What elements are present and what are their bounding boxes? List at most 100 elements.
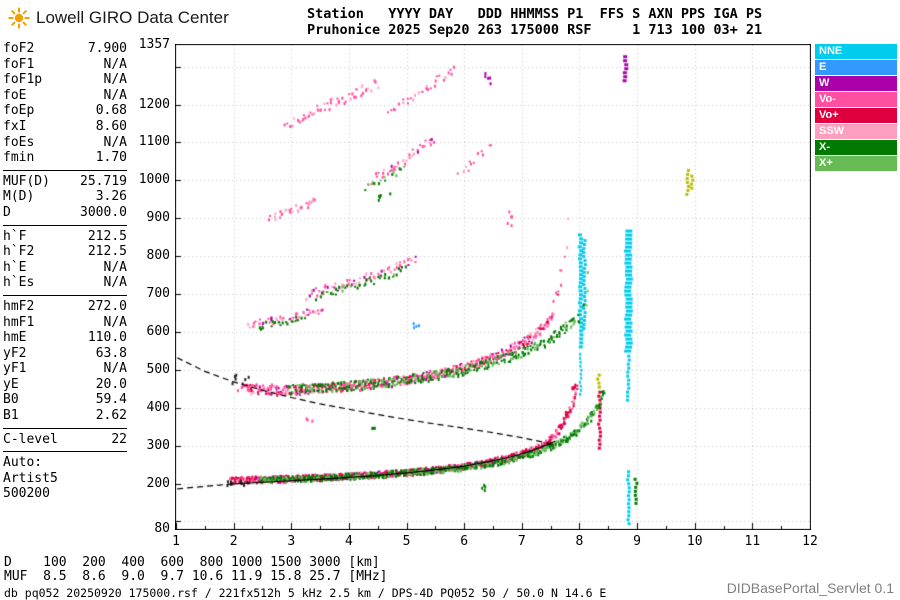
param-label: M(D) [3, 189, 35, 205]
param-value: N/A [103, 87, 127, 103]
param-value: 20.0 [95, 376, 127, 392]
param-row: hmF1 N/A [3, 315, 127, 331]
giro-sun-icon [8, 7, 30, 29]
param-row: yE 20.0 [3, 377, 127, 393]
param-value: N/A [103, 134, 127, 150]
param-label: hmF1 [3, 314, 35, 330]
param-value: 8.60 [95, 118, 127, 134]
legend-item-vo: Vo+ [815, 108, 897, 123]
param-label: B0 [3, 392, 19, 408]
param-value: 2.62 [95, 408, 127, 424]
param-label: fmin [3, 150, 35, 166]
legend-item-nne: NNE [815, 44, 897, 59]
param-row: MUF(D) 25.719 [3, 174, 127, 190]
param-row: fmin 1.70 [3, 150, 127, 166]
param-value: 22 [111, 431, 127, 447]
param-value: N/A [103, 275, 127, 291]
param-label: D [3, 204, 11, 220]
param-value: 0.68 [95, 103, 127, 119]
legend-item-x: X+ [815, 156, 897, 171]
station-header-line1: Station YYYY DAY DDD HHMMSS P1 FFS S AXN… [307, 6, 763, 22]
x-axis-tick-label: 5 [402, 534, 411, 549]
param-label: foF2 [3, 41, 35, 56]
param-value: 3.26 [95, 189, 127, 205]
x-axis-tick-label: 10 [686, 534, 703, 549]
param-row: h`Es N/A [3, 275, 127, 291]
param-value: 212.5 [87, 228, 127, 244]
param-value: N/A [103, 72, 127, 88]
param-row: D 3000.0 [3, 205, 127, 221]
param-label: h`F [3, 228, 27, 244]
y-axis-tick-label: 400 [146, 399, 170, 415]
y-axis-tick-label: 200 [146, 475, 170, 491]
x-axis-tick-label: 12 [802, 534, 818, 549]
auto-row: Auto: [3, 455, 43, 471]
param-row: foF1p N/A [3, 72, 127, 88]
param-separator [3, 427, 127, 429]
x-axis-tick-label: 8 [575, 534, 584, 549]
param-label: fxI [3, 118, 27, 134]
param-label: h`Es [3, 275, 35, 291]
param-label: hmF2 [3, 298, 35, 314]
muf-table: MUF 8.5 8.6 9.0 9.7 10.6 11.9 15.8 25.7 … [4, 569, 388, 584]
param-row: M(D) 3.26 [3, 189, 127, 205]
legend-item-e: E [815, 60, 897, 75]
param-label: B1 [3, 408, 19, 424]
legend-item-w: W [815, 76, 897, 91]
x-axis-tick-label: 1 [172, 534, 180, 549]
x-axis-tick-label: 9 [633, 534, 641, 549]
y-axis-tick-label: 800 [146, 248, 170, 264]
param-row: foEp 0.68 [3, 103, 127, 119]
ionogram-canvas [175, 44, 811, 530]
auto-row: 500200 [3, 486, 50, 502]
x-axis-tick-label: 11 [744, 534, 761, 549]
x-axis-tick-label: 3 [287, 534, 296, 549]
y-axis-tick-label: 1100 [138, 134, 170, 150]
param-value: 59.4 [95, 392, 127, 408]
param-separator [3, 224, 127, 226]
distance-table: D 100 200 400 600 800 1000 1500 3000 [km… [4, 555, 380, 570]
param-label: foF1 [3, 56, 35, 72]
param-value: 3000.0 [80, 204, 127, 220]
param-label: yF2 [3, 345, 27, 361]
param-label: foF1p [3, 72, 43, 88]
x-axis-tick-label: 4 [344, 534, 353, 549]
param-row: hmE 110.0 [3, 330, 127, 346]
param-label: h`F2 [3, 244, 35, 260]
param-row: C-level 22 [3, 432, 127, 448]
ionogram-plot [175, 44, 811, 530]
param-row: h`E N/A [3, 260, 127, 276]
param-separator [3, 294, 127, 296]
param-row: B0 59.4 [3, 392, 127, 408]
legend-item-vo: Vo- [815, 92, 897, 107]
y-axis-tick-label: 1357 [138, 37, 170, 52]
x-axis-tick-label: 7 [517, 534, 526, 549]
param-row: foF2 7.900 [3, 41, 127, 57]
param-value: 110.0 [87, 330, 127, 346]
x-axis-tick-label: 2 [229, 534, 238, 549]
legend: NNE E W Vo- Vo+ SSW X- X+ [815, 44, 897, 172]
y-axis-tick-label: 1000 [138, 172, 170, 188]
y-axis-tick-label: 300 [146, 437, 170, 453]
station-header-line2: Pruhonice 2025 Sep20 263 175000 RSF 1 71… [307, 22, 763, 38]
param-row: fxI 8.60 [3, 119, 127, 135]
param-value: 25.719 [80, 173, 127, 189]
param-label: yE [3, 376, 19, 392]
param-separator [3, 451, 127, 453]
param-label: foEp [3, 103, 35, 119]
auto-row: Artist5 [3, 470, 58, 486]
status-line: db pq052 20250920 175000.rsf / 221fx512h… [4, 586, 607, 600]
param-label: h`E [3, 259, 27, 275]
legend-item-x: X- [815, 140, 897, 155]
param-row: h`F2 212.5 [3, 244, 127, 260]
param-value: 272.0 [87, 298, 127, 314]
y-axis-tick-label: 500 [146, 361, 170, 377]
parameter-panel: foF2 7.900 foF1 N/A foF1p N/A foE N/A foEp 0.68 fx… [3, 41, 127, 502]
y-axis-tick-label: 900 [146, 210, 170, 226]
param-value: N/A [103, 259, 127, 275]
logo-text: Lowell GIRO Data Center [36, 8, 229, 27]
param-label: yF1 [3, 361, 27, 377]
y-axis-tick-label: 1200 [138, 96, 170, 112]
param-row: foE N/A [3, 88, 127, 104]
